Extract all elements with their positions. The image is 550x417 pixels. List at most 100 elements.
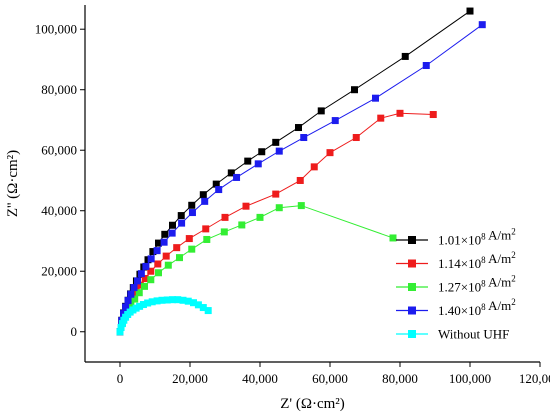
data-point	[144, 299, 152, 307]
legend-marker	[408, 259, 416, 268]
y-tick-label: 0	[71, 324, 78, 339]
data-point	[296, 176, 304, 184]
data-point	[168, 229, 176, 237]
series-line	[119, 10, 471, 332]
x-tick-label: 80,000	[382, 371, 418, 386]
legend-item: Without UHF	[396, 327, 509, 342]
data-point	[158, 296, 166, 304]
data-point	[466, 7, 474, 15]
legend-item: 1.40×108 A/m2	[396, 297, 516, 318]
data-point	[401, 52, 409, 60]
data-point	[147, 276, 155, 284]
data-point	[116, 328, 124, 336]
data-point	[127, 290, 135, 298]
data-point	[201, 197, 209, 205]
data-point	[244, 157, 252, 165]
data-point	[233, 173, 241, 181]
data-point	[185, 235, 193, 243]
data-point	[160, 238, 168, 246]
data-point	[117, 324, 125, 332]
x-tick-label: 0	[117, 371, 124, 386]
data-point	[127, 301, 135, 309]
y-tick-label: 40,000	[41, 203, 77, 218]
data-point	[295, 124, 302, 132]
data-point	[141, 282, 148, 290]
legend-label: 1.27×108 A/m2	[438, 274, 516, 295]
data-point	[153, 297, 161, 305]
data-point	[163, 296, 171, 304]
data-point	[310, 163, 318, 171]
data-point	[396, 109, 404, 117]
data-point	[136, 302, 144, 310]
data-point	[136, 281, 144, 289]
data-point	[254, 160, 262, 168]
series-4	[116, 21, 486, 336]
data-point	[130, 284, 138, 292]
data-point	[190, 299, 197, 307]
data-point	[161, 230, 169, 238]
data-point	[176, 254, 183, 262]
data-point	[122, 303, 130, 311]
data-point	[256, 213, 264, 221]
legend-label: 1.01×108 A/m2	[438, 227, 516, 248]
data-point	[220, 228, 228, 236]
data-point	[184, 297, 192, 305]
data-point	[326, 149, 334, 157]
data-point	[272, 190, 280, 198]
data-point	[227, 169, 235, 177]
data-point	[478, 21, 486, 29]
legend-item: 1.27×108 A/m2	[396, 274, 516, 295]
data-point	[221, 213, 229, 221]
data-point	[141, 274, 149, 282]
data-point	[272, 138, 280, 146]
data-point	[203, 235, 211, 243]
data-point	[169, 296, 176, 304]
x-tick-label: 40,000	[242, 371, 278, 386]
data-point	[149, 248, 157, 256]
x-tick-label: 120,000	[519, 371, 550, 386]
legend-label: 1.40×108 A/m2	[438, 297, 516, 318]
data-point	[372, 94, 379, 102]
data-point	[199, 304, 207, 312]
data-point	[242, 202, 250, 210]
series-3	[116, 202, 397, 336]
data-point	[351, 86, 358, 94]
data-point	[300, 134, 308, 142]
data-point	[389, 234, 397, 242]
legend-marker	[408, 330, 416, 338]
data-point	[147, 255, 155, 263]
y-axis-title: Z'' (Ω·cm²)	[5, 150, 21, 217]
legend-item: 1.01×108 A/m2	[396, 227, 516, 248]
data-point	[275, 147, 283, 155]
legend-marker	[408, 236, 416, 244]
data-point	[153, 247, 161, 255]
data-point	[188, 245, 196, 253]
data-point	[134, 277, 141, 285]
data-point	[422, 62, 430, 70]
legend: 1.01×108 A/m21.14×108 A/m2 1.27×108 A/m21…	[396, 227, 516, 342]
y-tick-label: 60,000	[41, 143, 77, 158]
y-tick-label: 20,000	[41, 264, 77, 279]
data-point	[120, 310, 127, 318]
data-point	[124, 297, 132, 305]
data-point	[131, 295, 139, 303]
y-tick-label: 100,000	[35, 22, 77, 37]
series-line	[119, 205, 394, 332]
legend-item: 1.14×108 A/m2	[396, 250, 516, 271]
x-axis-title: Z' (Ω·cm²)	[280, 396, 345, 412]
data-point	[188, 209, 196, 217]
data-point	[199, 191, 207, 199]
data-point	[377, 114, 385, 122]
data-point	[177, 212, 185, 220]
data-point	[275, 204, 283, 212]
data-point	[429, 111, 437, 119]
data-point	[202, 225, 210, 233]
y-tick-label: 80,000	[41, 82, 77, 97]
legend-label: Without UHF	[438, 327, 509, 342]
data-point	[155, 269, 162, 277]
legend-marker	[408, 306, 416, 315]
data-point	[188, 201, 196, 209]
data-point	[135, 289, 143, 297]
